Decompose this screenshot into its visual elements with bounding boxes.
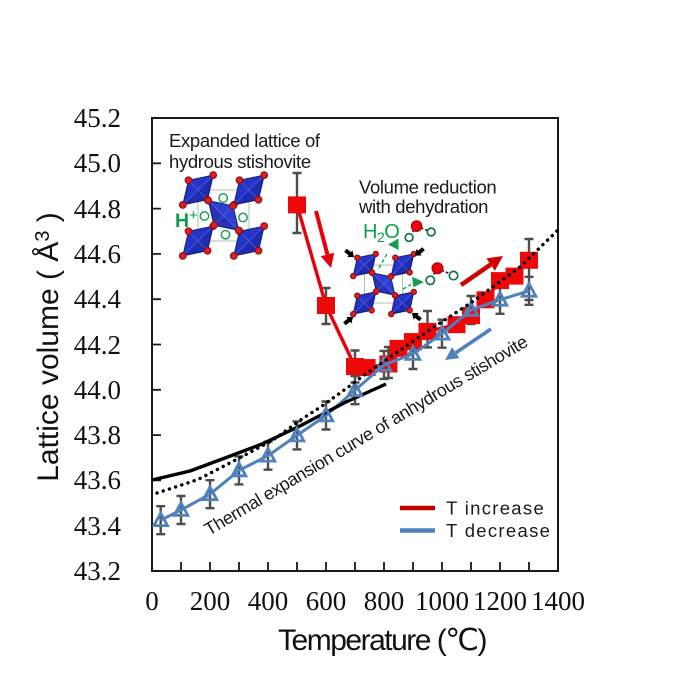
svg-text:44.4: 44.4 bbox=[74, 284, 122, 314]
svg-text:Expanded lattice of: Expanded lattice of bbox=[169, 130, 321, 151]
svg-text:1000: 1000 bbox=[415, 586, 469, 616]
svg-text:43.6: 43.6 bbox=[74, 465, 121, 495]
svg-text:T decrease: T decrease bbox=[446, 520, 551, 541]
svg-text:44.0: 44.0 bbox=[74, 375, 121, 405]
svg-text:44.6: 44.6 bbox=[74, 239, 121, 269]
svg-text:0: 0 bbox=[145, 586, 159, 616]
svg-text:Volume reduction: Volume reduction bbox=[359, 177, 496, 198]
svg-text:1200: 1200 bbox=[473, 586, 527, 616]
svg-text:200: 200 bbox=[190, 586, 231, 616]
svg-text:43.8: 43.8 bbox=[74, 420, 121, 450]
svg-text:400: 400 bbox=[248, 586, 289, 616]
svg-text:+: + bbox=[189, 207, 198, 224]
svg-text:44.8: 44.8 bbox=[74, 194, 121, 224]
svg-text:44.2: 44.2 bbox=[74, 330, 121, 360]
svg-text:1400: 1400 bbox=[531, 586, 585, 616]
svg-text:T increase: T increase bbox=[446, 498, 545, 519]
svg-text:43.4: 43.4 bbox=[74, 511, 122, 541]
svg-text:hydrous stishovite: hydrous stishovite bbox=[169, 151, 311, 172]
svg-text:43.2: 43.2 bbox=[74, 556, 121, 586]
svg-text:800: 800 bbox=[364, 586, 405, 616]
svg-text:with dehydration: with dehydration bbox=[358, 196, 488, 217]
svg-text:45.2: 45.2 bbox=[74, 103, 121, 133]
svg-text:Temperature (℃): Temperature (℃) bbox=[278, 624, 486, 657]
svg-text:600: 600 bbox=[306, 586, 347, 616]
svg-text:45.0: 45.0 bbox=[74, 148, 121, 178]
svg-text:H: H bbox=[175, 210, 189, 232]
svg-text:Lattice volume ( Å3 ): Lattice volume ( Å3 ) bbox=[32, 212, 65, 482]
